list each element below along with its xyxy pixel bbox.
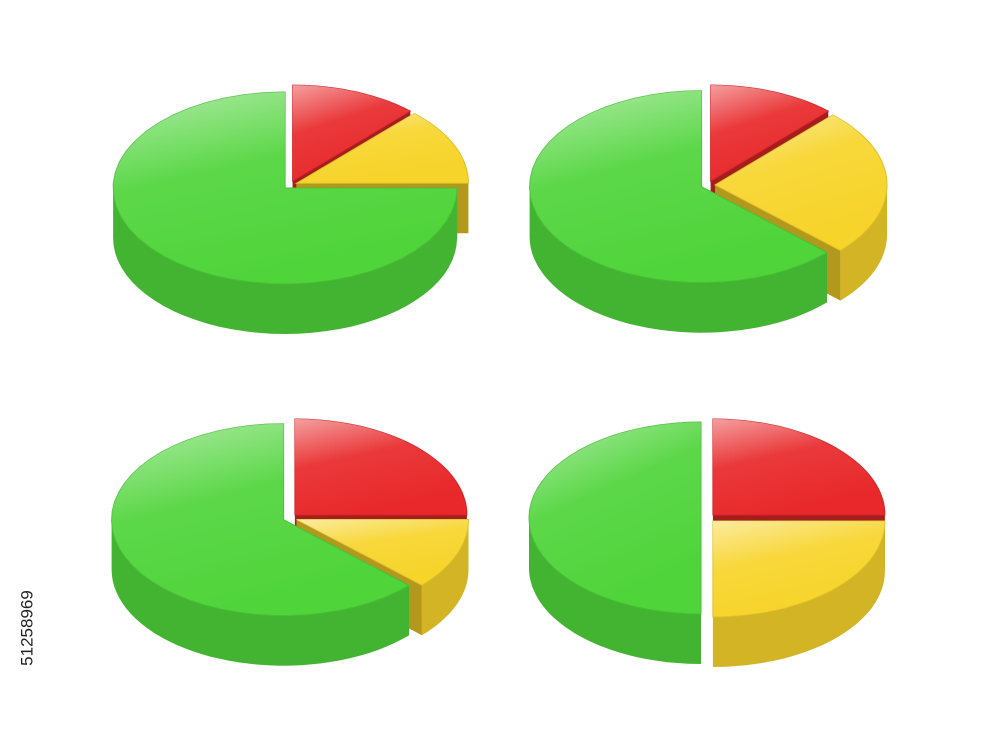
slice-gloss (294, 419, 467, 515)
slice-gloss (296, 519, 469, 586)
slice-side (421, 519, 469, 636)
slice-side (529, 186, 827, 333)
slice-gloss (292, 85, 411, 182)
slice-gloss (529, 90, 827, 283)
slice-gloss (111, 423, 409, 616)
slice-gloss (710, 85, 829, 182)
slice-side (712, 521, 885, 667)
slice-gloss (715, 114, 887, 251)
image-id: 51258969 (17, 590, 36, 666)
slice-gloss (296, 113, 469, 184)
pie-chart (529, 84, 888, 333)
slice-gloss (712, 419, 885, 515)
slice-gloss (712, 521, 885, 617)
slice-gloss (113, 92, 458, 284)
pie-chart (111, 418, 469, 666)
slice-side (111, 519, 409, 666)
slice-side (113, 188, 458, 334)
pie-chart (528, 418, 886, 667)
slice-side (529, 518, 701, 664)
pie-chart (112, 84, 469, 334)
slice-gloss (529, 422, 701, 614)
slice-side (840, 184, 887, 301)
